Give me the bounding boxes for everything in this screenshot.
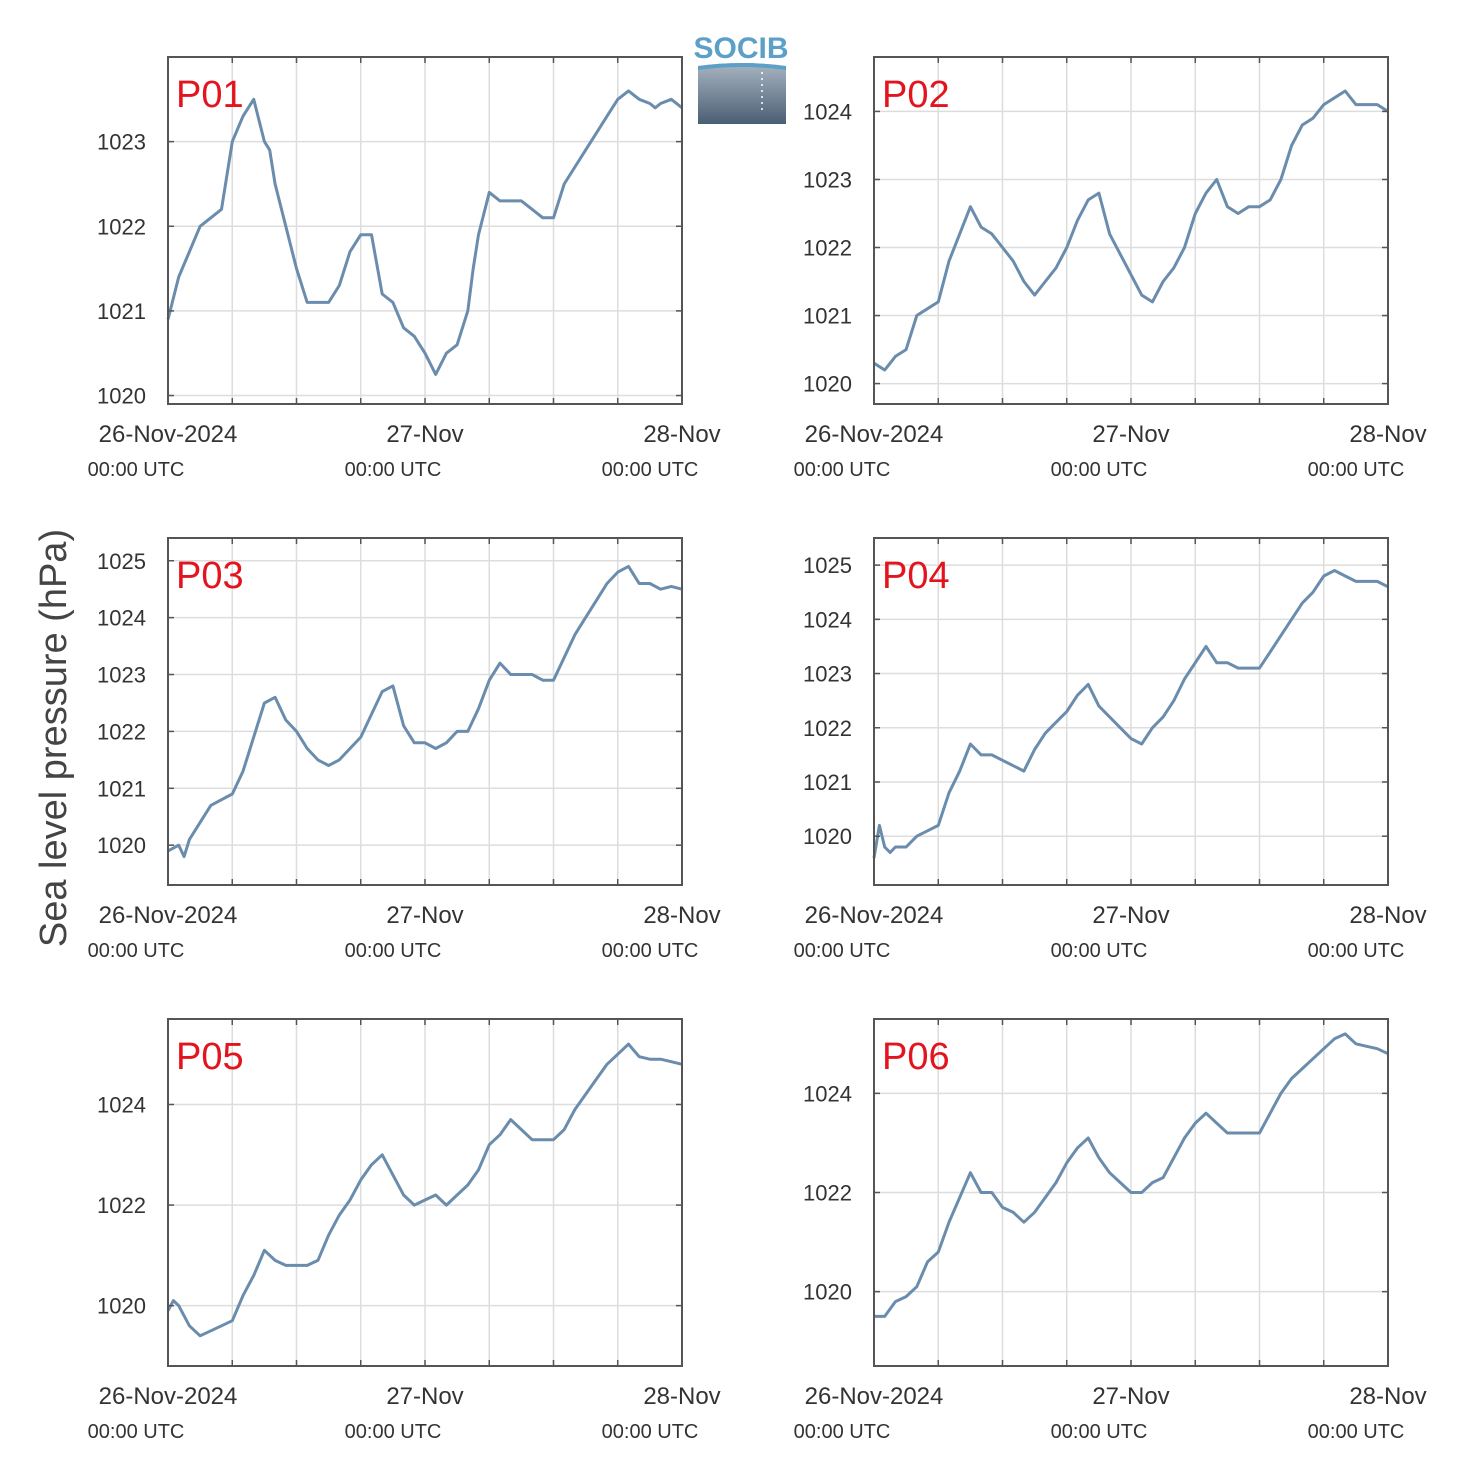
y-tick-label: 1022 [97,719,146,744]
x-tick-label: 28-Nov [643,902,720,929]
x-tick-sublabel: 00:00 UTC [88,1421,185,1443]
panel-label: P04 [882,555,950,597]
chart-panel-p05: 1020 1022 1024 26-Nov-2024 00:00 UTC 27-Nov 00… [88,1018,721,1443]
x-tick-sublabel: 00:00 UTC [1051,459,1148,481]
x-tick-sublabel: 00:00 UTC [602,459,699,481]
x-tick-label: 26-Nov-2024 [99,421,238,448]
series-line [166,89,683,376]
x-tick-label: 26-Nov-2024 [99,902,238,929]
x-tick-label: 26-Nov-2024 [99,1383,238,1410]
y-tick-label: 1021 [803,770,852,795]
y-tick-label: 1022 [803,716,852,741]
series-line [872,569,1389,859]
y-axis-label: Sea level pressure (hPa) [33,529,75,947]
x-tick-label: 27-Nov [386,421,463,448]
y-tick-label: 1024 [97,606,146,631]
x-tick-label: 27-Nov [1092,902,1169,929]
x-tick-label: 28-Nov [1349,1383,1426,1410]
x-tick-sublabel: 00:00 UTC [1051,940,1148,962]
x-tick-sublabel: 00:00 UTC [345,940,442,962]
y-tick-label: 1023 [803,167,852,192]
y-tick-label: 1023 [97,130,146,155]
panel-label: P01 [176,74,244,116]
x-tick-label: 28-Nov [1349,421,1426,448]
series-line [873,89,1389,372]
y-tick-label: 1020 [803,1280,852,1305]
x-tick-sublabel: 00:00 UTC [1308,940,1405,962]
chart-panel-p04: 1020 1021 1022 1023 1024 1025 26-Nov-2024 00:00… [794,537,1427,962]
chart-panel-p03: 1020 1021 1022 1023 1024 1025 26-Nov-2024 00:00… [88,537,721,962]
series-line [166,1042,683,1338]
panel-label: P03 [176,555,244,597]
y-tick-label: 1020 [803,824,852,849]
x-tick-label: 27-Nov [1092,421,1169,448]
chart-panels: 1020 1021 1022 1023 26-Nov-2024 00:00 UTC 27-N… [88,56,1427,1443]
y-tick-label: 1020 [97,1294,146,1319]
y-tick-label: 1024 [803,99,852,124]
x-tick-sublabel: 00:00 UTC [1308,459,1405,481]
y-tick-label: 1024 [97,1092,146,1117]
x-tick-label: 26-Nov-2024 [805,421,944,448]
panel-label: P05 [176,1036,244,1078]
x-tick-sublabel: 00:00 UTC [794,1421,891,1443]
socib-logo: SOCIB [693,32,789,124]
x-tick-label: 28-Nov [1349,902,1426,929]
x-tick-label: 28-Nov [643,1383,720,1410]
x-tick-label: 26-Nov-2024 [805,1383,944,1410]
y-tick-label: 1020 [803,372,852,397]
y-tick-label: 1021 [97,299,146,324]
x-tick-sublabel: 00:00 UTC [345,1421,442,1443]
x-tick-label: 27-Nov [386,1383,463,1410]
x-tick-sublabel: 00:00 UTC [345,459,442,481]
chart-panel-p01: 1020 1021 1022 1023 26-Nov-2024 00:00 UTC 27-N… [88,56,721,481]
chart-panel-p06: 1020 1022 1024 26-Nov-2024 00:00 UTC 27-Nov 00… [794,1018,1427,1443]
panel-label: P02 [882,74,950,116]
y-tick-label: 1022 [97,1193,146,1218]
x-tick-sublabel: 00:00 UTC [1308,1421,1405,1443]
y-tick-label: 1022 [803,1181,852,1206]
x-tick-sublabel: 00:00 UTC [794,459,891,481]
y-tick-label: 1020 [97,384,146,409]
y-tick-label: 1025 [803,553,852,578]
x-tick-sublabel: 00:00 UTC [88,940,185,962]
x-tick-sublabel: 00:00 UTC [602,1421,699,1443]
x-tick-label: 27-Nov [1092,1383,1169,1410]
x-tick-sublabel: 00:00 UTC [1051,1421,1148,1443]
x-tick-label: 27-Nov [386,902,463,929]
x-tick-label: 28-Nov [643,421,720,448]
chart-panel-p02: 1020 1021 1022 1023 1024 26-Nov-2024 00:00 UTC… [794,56,1427,481]
y-tick-label: 1022 [97,214,146,239]
y-tick-label: 1022 [803,236,852,261]
series-line [167,564,683,859]
y-tick-label: 1023 [97,663,146,688]
y-tick-label: 1025 [97,549,146,574]
series-line [874,1032,1389,1318]
x-tick-sublabel: 00:00 UTC [88,459,185,481]
x-tick-sublabel: 00:00 UTC [794,940,891,962]
y-tick-label: 1024 [803,607,852,632]
x-tick-label: 26-Nov-2024 [805,902,944,929]
y-tick-label: 1020 [97,833,146,858]
logo-wordmark: SOCIB [693,32,788,65]
panel-label: P06 [882,1036,950,1078]
y-tick-label: 1021 [803,304,852,329]
y-tick-label: 1021 [97,776,146,801]
y-tick-label: 1024 [803,1081,852,1106]
y-tick-label: 1023 [803,662,852,687]
x-tick-sublabel: 00:00 UTC [602,940,699,962]
